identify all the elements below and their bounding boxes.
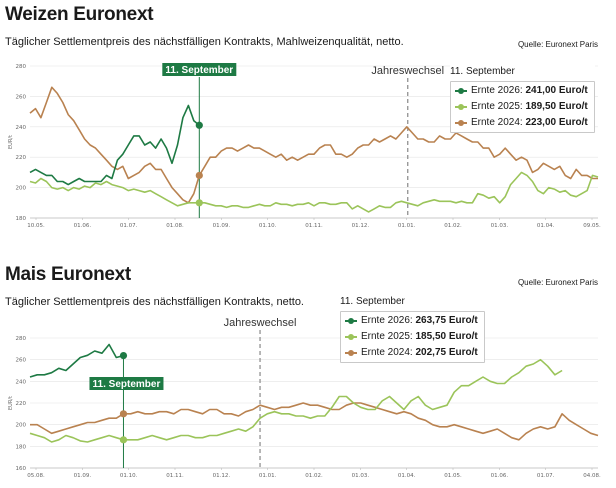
y-tick-label: 280	[16, 64, 27, 70]
marker-point	[119, 352, 128, 360]
series-line-ernte-2026	[29, 343, 124, 378]
y-tick-label: 260	[16, 358, 27, 364]
y-tick-label: 220	[16, 155, 27, 161]
chart-legend: 11. September Ernte 2026: 241,00 Euro/t …	[450, 64, 595, 133]
y-tick-label: 260	[16, 94, 27, 100]
x-tick-label: 01.07.	[120, 223, 138, 229]
date-badge-label: 11. September	[93, 379, 161, 390]
x-tick-label: 01.11.	[166, 473, 184, 479]
legend-item: Ernte 2025: 189,50 Euro/t	[455, 99, 588, 115]
legend-item: Ernte 2026: 241,00 Euro/t	[455, 83, 588, 99]
chart-legend: 11. September Ernte 2026: 263,75 Euro/t …	[340, 294, 485, 363]
legend-box: Ernte 2026: 241,00 Euro/t Ernte 2025: 18…	[450, 81, 595, 133]
x-tick-label: 01.04.	[537, 223, 555, 229]
marker-point	[119, 410, 128, 418]
legend-swatch-2025	[455, 102, 467, 112]
legend-value: 263,75 Euro/t	[415, 315, 478, 326]
legend-label: Ernte 2026:	[471, 85, 523, 96]
y-tick-label: 180	[16, 444, 27, 450]
chart-title: Weizen Euronext	[5, 4, 154, 25]
wheat-chart-svg: 180 200 220 240 260 280 EUR/t 10.05. 01.06. 01.07…	[8, 63, 601, 229]
marker-point	[195, 199, 203, 207]
y-tick-label: 240	[16, 379, 27, 385]
x-tick-label: 01.01.	[398, 223, 416, 229]
x-tick-label: 04.08.	[583, 473, 601, 479]
legend-value: 241,00 Euro/t	[525, 85, 588, 96]
x-tick-label: 01.12.	[213, 473, 231, 479]
x-tick-label: 01.11.	[305, 223, 323, 229]
legend-value: 202,75 Euro/t	[415, 347, 478, 358]
x-tick-label: 01.01.	[259, 473, 277, 479]
y-tick-label: 180	[16, 216, 27, 222]
y-tick-label: 160	[16, 466, 27, 472]
legend-swatch-2024	[345, 348, 357, 358]
legend-label: Ernte 2026:	[361, 315, 413, 326]
x-tick-label: 05.08.	[27, 473, 45, 479]
legend-value: 185,50 Euro/t	[415, 331, 478, 342]
x-tick-label: 01.05.	[444, 473, 462, 479]
year-change-label: Jahreswechsel	[224, 317, 297, 329]
legend-item: Ernte 2026: 263,75 Euro/t	[345, 313, 478, 329]
x-tick-label: 09.05.	[583, 223, 601, 229]
x-tick-label: 01.02.	[444, 223, 462, 229]
legend-swatch-2025	[345, 332, 357, 342]
x-tick-label: 10.05.	[27, 223, 45, 229]
series-line-ernte-2026	[29, 104, 200, 186]
x-tick-label: 01.12.	[352, 223, 370, 229]
legend-label: Ernte 2024:	[361, 347, 413, 358]
x-tick-label: 01.03.	[491, 223, 509, 229]
wheat-chart-panel: 180 200 220 240 260 280 EUR/t 10.05. 01.06. 01.07…	[0, 0, 616, 240]
legend-swatch-2026	[345, 316, 357, 326]
legend-item: Ernte 2024: 223,00 Euro/t	[455, 115, 588, 131]
legend-item: Ernte 2024: 202,75 Euro/t	[345, 345, 478, 361]
x-tick-label: 01.07.	[537, 473, 555, 479]
x-tick-label: 01.10.	[259, 223, 277, 229]
chart-title: Mais Euronext	[5, 264, 131, 285]
series-line-ernte-2024	[29, 86, 598, 204]
legend-header: 11. September	[340, 296, 405, 307]
chart-subtitle: Täglicher Settlementpreis des nächstfäll…	[5, 36, 404, 48]
series-line-ernte-2025	[29, 358, 563, 443]
x-tick-label: 01.03.	[352, 473, 370, 479]
legend-label: Ernte 2024:	[471, 117, 523, 128]
legend-value: 189,50 Euro/t	[525, 101, 588, 112]
legend-item: Ernte 2025: 185,50 Euro/t	[345, 329, 478, 345]
marker-point	[195, 121, 203, 129]
legend-label: Ernte 2025:	[471, 101, 523, 112]
year-change-label: Jahreswechsel	[371, 65, 444, 77]
series-line-ernte-2024	[30, 402, 599, 441]
chart-subtitle: Täglicher Settlementpreis des nächstfäll…	[5, 296, 304, 308]
legend-box: Ernte 2026: 263,75 Euro/t Ernte 2025: 18…	[340, 311, 485, 363]
x-tick-label: 01.02.	[305, 473, 323, 479]
x-tick-label: 01.09.	[74, 473, 92, 479]
marker-point	[195, 171, 203, 180]
y-tick-label: 200	[16, 186, 27, 192]
x-tick-label: 01.10.	[120, 473, 138, 479]
series-line-ernte-2025	[29, 171, 599, 213]
date-badge-label: 11. September	[165, 65, 233, 76]
y-tick-label: 280	[16, 336, 27, 342]
legend-swatch-2024	[455, 118, 467, 128]
x-tick-label: 01.08.	[166, 223, 184, 229]
chart-source: Quelle: Euronext Paris	[517, 278, 598, 287]
legend-value: 223,00 Euro/t	[525, 117, 588, 128]
x-tick-label: 01.06.	[491, 473, 509, 479]
y-tick-label: 240	[16, 125, 27, 131]
corn-chart-panel: 160 180 200 220 240 260 280 EUR/t 05.08. 01.09. 01…	[0, 256, 616, 488]
y-axis-label: EUR/t	[8, 135, 14, 149]
x-tick-label: 01.06.	[74, 223, 92, 229]
y-tick-label: 220	[16, 401, 27, 407]
x-tick-label: 01.09.	[213, 223, 231, 229]
legend-label: Ernte 2025:	[361, 331, 413, 342]
corn-chart-svg: 160 180 200 220 240 260 280 EUR/t 05.08. 01.09. 01…	[8, 317, 601, 479]
marker-point	[119, 436, 128, 444]
date-badge	[89, 377, 164, 390]
y-axis-label: EUR/t	[8, 396, 14, 410]
date-badge	[162, 63, 237, 76]
chart-source: Quelle: Euronext Paris	[517, 40, 598, 49]
legend-header: 11. September	[450, 66, 515, 77]
x-tick-label: 01.04.	[398, 473, 416, 479]
y-tick-label: 200	[16, 423, 27, 429]
legend-swatch-2026	[455, 86, 467, 96]
